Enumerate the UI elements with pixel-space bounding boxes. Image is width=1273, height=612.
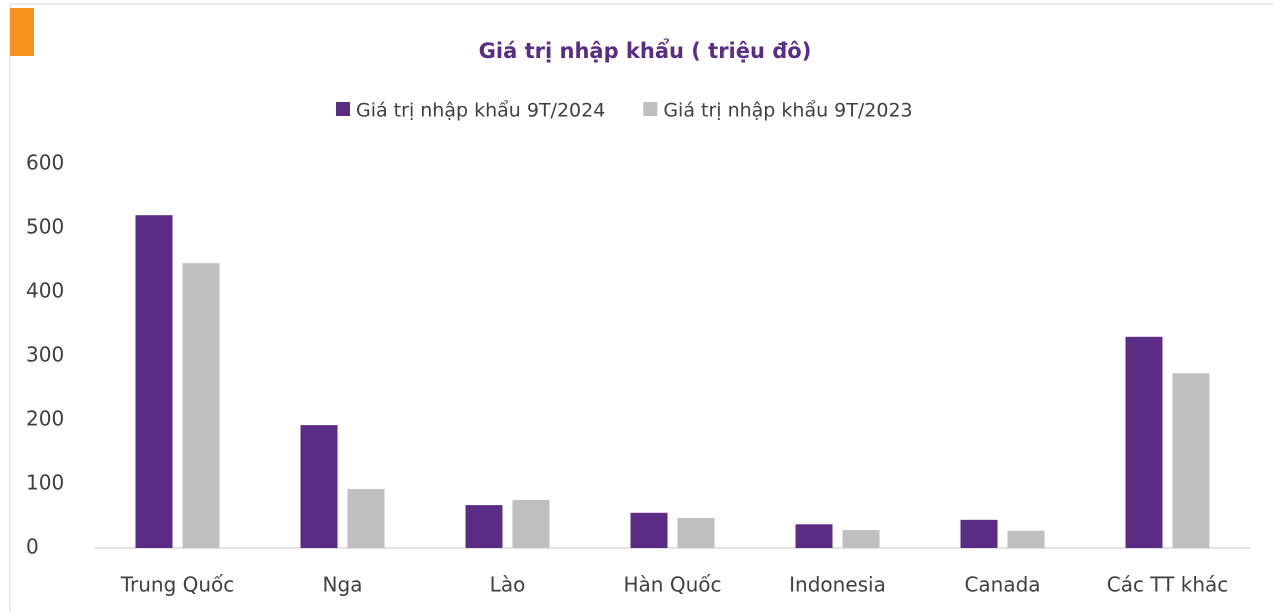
bar — [842, 530, 880, 548]
y-tick-label: 100 — [26, 471, 64, 495]
x-tick-label: Trung Quốc — [120, 573, 235, 597]
bar — [1125, 336, 1163, 548]
bar — [300, 425, 338, 548]
x-tick-label: Hàn Quốc — [624, 573, 722, 597]
legend-label: Giá trị nhập khẩu 9T/2024 — [356, 100, 605, 122]
bar — [465, 505, 503, 548]
y-tick-label: 300 — [26, 343, 64, 367]
bar — [630, 512, 668, 548]
accent-square — [10, 8, 34, 56]
y-tick-label: 200 — [26, 407, 64, 431]
chart-title: Giá trị nhập khẩu ( triệu đô) — [479, 38, 812, 63]
bar — [182, 263, 220, 548]
x-tick-label: Các TT khác — [1107, 573, 1229, 597]
bar — [795, 524, 833, 548]
bar — [1172, 373, 1210, 548]
y-tick-label: 500 — [26, 215, 64, 239]
x-tick-label: Indonesia — [789, 573, 886, 597]
x-tick-label: Lào — [490, 573, 526, 597]
y-tick-label: 400 — [26, 279, 64, 303]
legend-label: Giá trị nhập khẩu 9T/2023 — [663, 100, 912, 122]
legend-swatch — [336, 102, 350, 116]
bar — [677, 517, 715, 548]
bar — [135, 215, 173, 548]
x-tick-label: Canada — [964, 573, 1040, 597]
x-tick-label: Nga — [323, 573, 363, 597]
bar — [1007, 530, 1045, 548]
legend-swatch — [643, 102, 658, 116]
y-tick-label: 600 — [26, 151, 64, 175]
bar — [347, 489, 385, 548]
y-tick-label: 0 — [26, 535, 39, 559]
bar — [512, 500, 550, 548]
bar — [960, 519, 998, 548]
